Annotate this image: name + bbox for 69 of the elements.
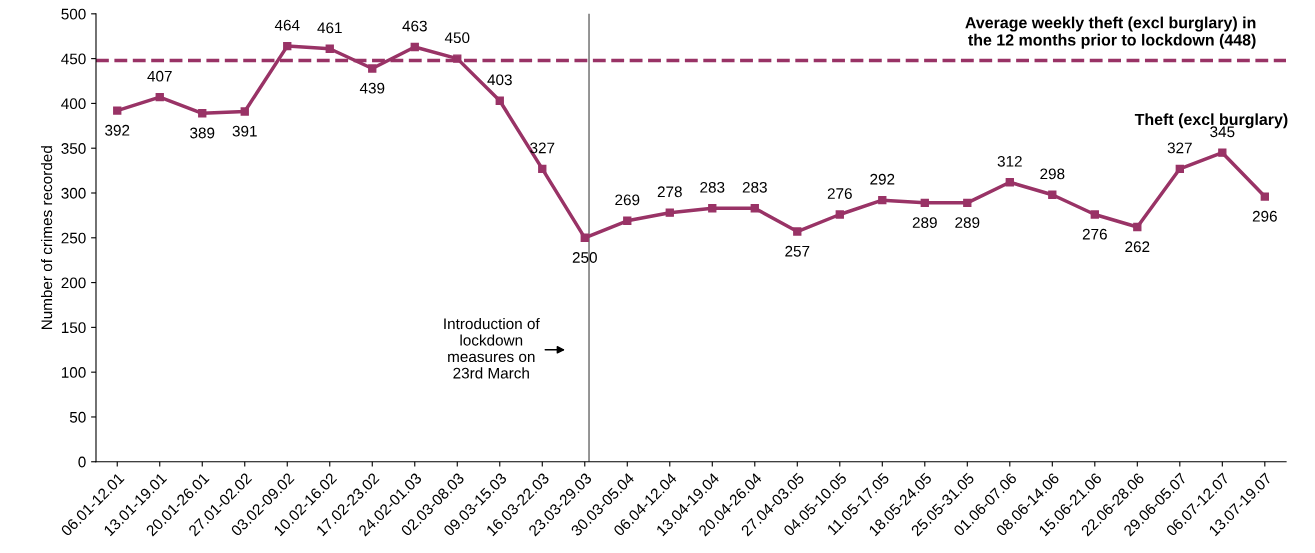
point [1005, 178, 1014, 187]
point [1218, 148, 1227, 157]
data-label: 439 [359, 82, 385, 94]
point [410, 42, 419, 52]
point [1090, 210, 1099, 219]
point [835, 210, 844, 219]
data-label: 257 [785, 245, 810, 257]
data-label: 292 [870, 173, 895, 185]
data-label: 392 [105, 124, 130, 136]
annotation: Introduction of lockdown measures on 23rd March [444, 317, 540, 379]
point [920, 198, 929, 208]
point [750, 204, 759, 213]
point [793, 227, 802, 236]
y-tick-label: 100 [61, 367, 86, 378]
point [155, 92, 164, 102]
point [113, 106, 122, 115]
data-label: 262 [1125, 241, 1150, 253]
data-label: 312 [997, 155, 1022, 167]
point [963, 198, 972, 208]
y-axis-title: Number of crimes recorded [40, 146, 53, 330]
point [878, 195, 887, 205]
point [240, 107, 249, 116]
point [198, 109, 207, 118]
data-label: 461 [317, 22, 342, 34]
data-label: 327 [1167, 142, 1192, 154]
data-label: 407 [147, 70, 172, 82]
data-label: 464 [274, 19, 300, 31]
data-label: 327 [530, 142, 555, 154]
y-tick-label: 300 [61, 187, 86, 199]
data-label: 289 [955, 217, 980, 228]
point [623, 216, 632, 225]
point [665, 208, 674, 217]
y-tick-label: 150 [61, 322, 86, 334]
data-label: 276 [1082, 228, 1107, 240]
y-tick-label: 350 [61, 143, 86, 154]
data-label: 389 [190, 127, 215, 139]
data-label: 269 [615, 194, 640, 206]
point [708, 204, 717, 213]
point [538, 164, 547, 173]
data-label: 463 [402, 20, 427, 32]
data-label: 283 [700, 181, 725, 193]
point [1175, 164, 1184, 173]
y-tick-label: 200 [61, 277, 86, 289]
y-tick-label: 50 [69, 411, 86, 423]
point [495, 96, 504, 105]
data-label: 391 [232, 125, 257, 137]
y-tick-label: 250 [61, 232, 86, 244]
y-tick-label: 500 [61, 8, 86, 20]
point [453, 54, 462, 63]
y-tick-label: 400 [61, 98, 86, 110]
point [1133, 222, 1142, 232]
y-tick-label: 0 [78, 456, 86, 468]
point [580, 233, 589, 242]
data-label: 283 [742, 181, 767, 193]
data-label: 403 [487, 74, 512, 86]
y-tick-label: 450 [61, 53, 86, 65]
point [1260, 192, 1269, 201]
data-label: 450 [444, 32, 470, 44]
point [325, 44, 334, 53]
point [368, 64, 377, 73]
data-label: 278 [657, 186, 682, 198]
ref-line-label: Average weekly theft (excl burglary) in the 12 months prior to lockdown (448) [965, 16, 1256, 49]
point [1048, 190, 1057, 199]
data-label: 298 [1040, 168, 1065, 180]
data-label: 296 [1252, 210, 1277, 222]
point [283, 41, 292, 51]
data-label: 250 [572, 252, 597, 263]
data-label: 289 [912, 217, 937, 228]
data-label: 276 [827, 188, 852, 199]
